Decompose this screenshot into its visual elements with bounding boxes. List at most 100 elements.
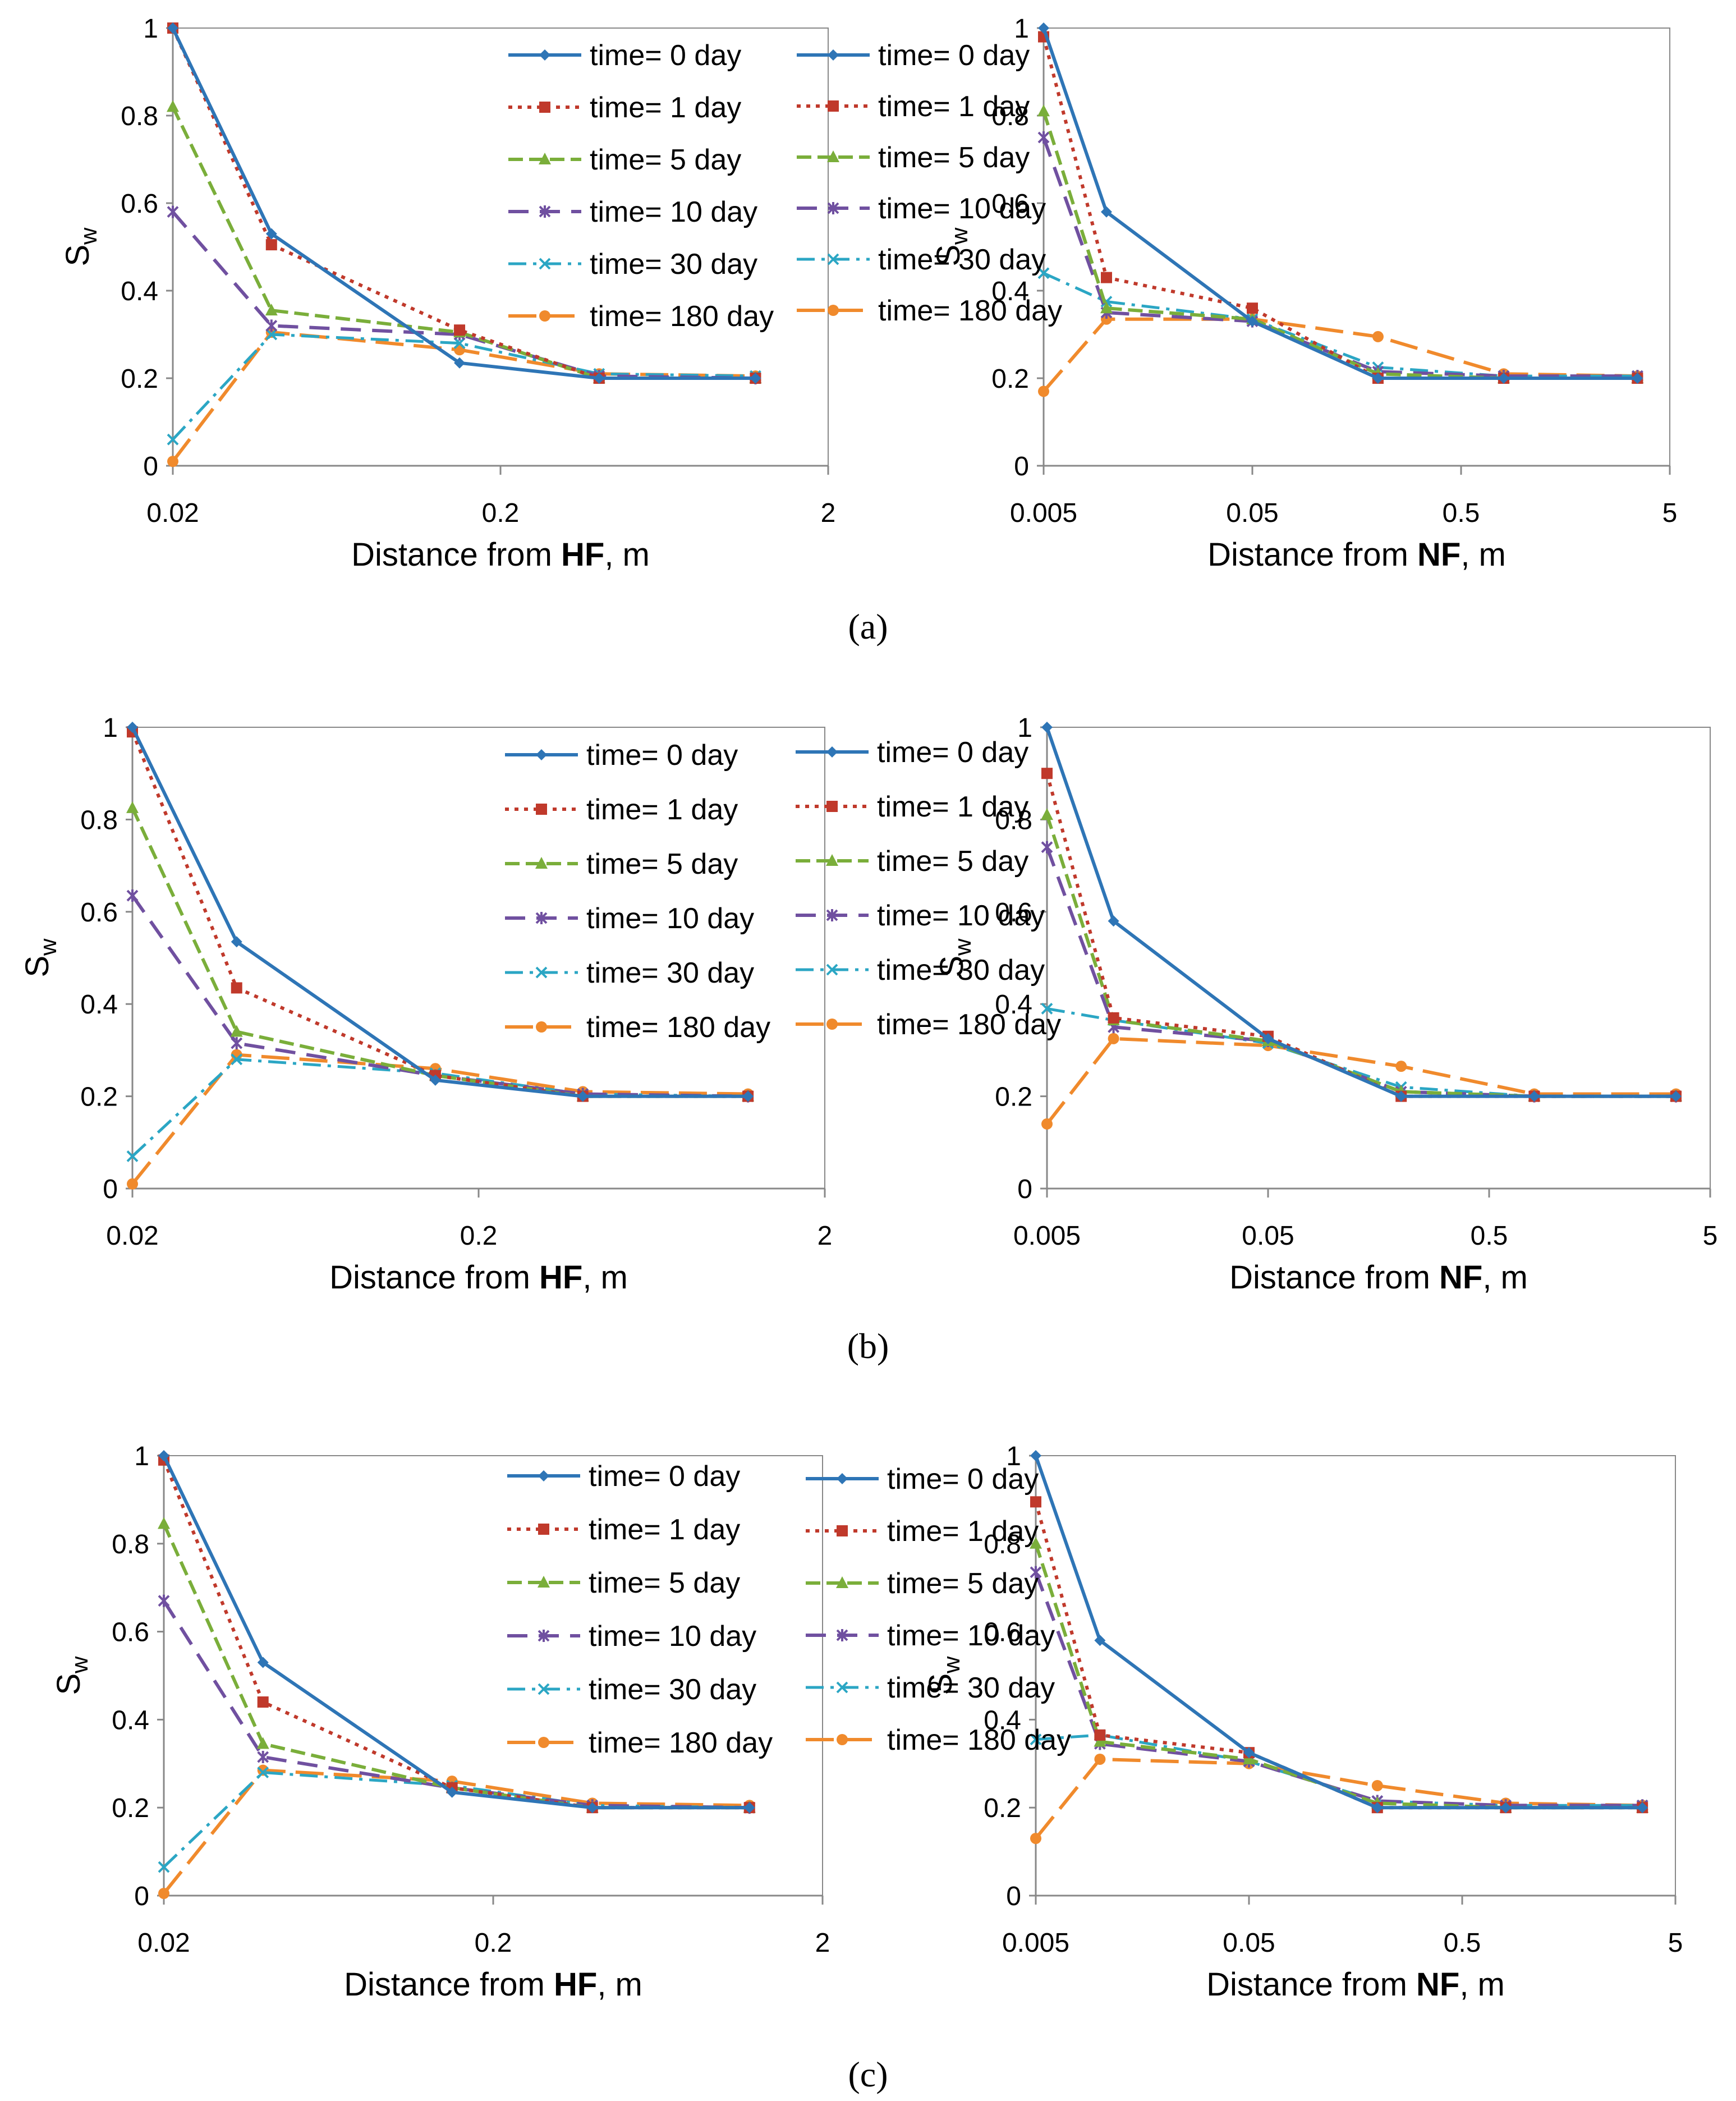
series-line-t1 [1042,36,1638,380]
data-point-t10 [167,205,179,218]
legend-marker-t30 [826,964,838,976]
data-point-t0 [1371,1802,1383,1814]
x-tick-label: 5 [1668,1928,1683,1958]
data-point-t5 [1030,1536,1042,1549]
data-point-t0 [167,22,178,34]
legend-marker-t10 [539,205,551,218]
data-point-t0 [1528,1090,1540,1102]
y-tick-label: 0.8 [984,1530,1021,1559]
x-tick-label: 0.5 [1471,1221,1508,1251]
x-tick-label: 2 [818,1221,833,1251]
series-line-t30 [172,333,756,441]
y-axis-label-sub: w [66,1656,93,1674]
y-tick-label: 0.6 [991,189,1029,219]
legend: time= 0 day time= 1 day time= 5 day time= 1… [507,1460,773,1759]
data-point-t0 [265,228,277,240]
data-point-t5 [256,1737,269,1749]
x-axis-label-suffix: , m [582,1259,628,1296]
legend-label: time= 5 day [590,144,741,176]
data-point-t10 [265,319,278,332]
y-tick-label: 0.4 [991,277,1029,306]
legend-label: time= 5 day [586,848,738,880]
y-tick-label: 0.2 [984,1793,1021,1823]
data-point-t180 [127,1178,138,1190]
y-axis-label-main: S [930,245,967,267]
data-point-t180 [257,1764,269,1776]
legend-label: time= 10 day [877,900,1045,932]
series-line-t30 [1046,1007,1676,1098]
legend-marker-t180 [539,310,550,322]
data-point-t180 [1372,331,1384,342]
series-line-t10 [1034,1571,1643,1808]
data-point-t30 [453,337,466,350]
legend-label: time= 1 day [887,1515,1039,1548]
x-tick-label: 2 [815,1928,830,1958]
legend-label: time= 0 day [590,39,741,72]
y-axis-label: Sw [50,1656,93,1695]
y-tick-label: 0.8 [112,1530,149,1559]
y-tick-label: 0 [143,452,158,481]
y-tick-label: 1 [1006,1442,1021,1471]
legend-marker-t1 [828,100,839,112]
y-tick-label: 0 [134,1882,149,1911]
legend-label: time= 1 day [878,90,1030,123]
series-group [167,22,762,467]
data-point-t30 [126,1150,139,1162]
series-line-t0 [1045,727,1676,1098]
data-point-t5 [1243,1752,1255,1764]
legend-marker-t1 [536,804,547,815]
data-point-t180 [1108,1033,1119,1044]
data-point-t0 [454,357,466,369]
x-tick-label: 5 [1662,498,1678,528]
legend-label: time= 10 day [878,192,1046,225]
legend-label: time= 10 day [590,196,757,228]
y-axis-label: Sw [934,938,976,978]
y-tick-label: 1 [134,1442,149,1471]
legend-marker-t1 [538,1524,549,1535]
data-point-t10 [1030,1566,1042,1579]
legend-label: time= 30 day [589,1673,756,1706]
y-axis-label-main: S [59,245,96,267]
chart-a-hf: 0 0.2 0.4 0.6 0.8 1 0.02 0.2 2 Distance from HF, … [59,14,835,573]
y-tick-label: 1 [143,14,158,44]
y-axis-label: Sw [922,1656,965,1695]
data-point-t0 [1100,206,1112,218]
data-point-t5 [1041,808,1053,820]
x-axis-label-suffix: , m [1482,1259,1528,1296]
legend-marker-t1 [826,801,838,812]
legend-label: time= 5 day [877,845,1028,878]
data-point-t0 [1094,1635,1106,1646]
data-point-t0 [593,373,605,384]
y-tick-label: 0.4 [112,1705,149,1735]
x-axis-label-bold: HF [554,1966,597,2003]
x-axis-label: Distance from NF, m [1229,1259,1528,1296]
legend-marker-t30 [836,1681,848,1694]
series-line-t180 [1034,1757,1643,1839]
plot-frame [1035,1455,1676,1896]
y-tick-label: 0 [103,1175,118,1204]
data-point-t0 [750,373,761,384]
data-point-t10 [1037,131,1050,144]
data-point-t5 [1037,104,1050,117]
legend-label: time= 30 day [878,244,1046,276]
x-axis-label-prefix: Distance from [329,1259,539,1296]
x-tick-label: 0.005 [1002,1928,1069,1958]
legend-label: time= 30 day [590,248,757,281]
data-point-t1 [1094,1729,1106,1741]
data-point-t0 [743,1802,755,1814]
legend-label: time= 180 day [586,1011,770,1044]
data-point-t10 [158,1594,170,1607]
data-point-t0 [1632,373,1643,384]
x-axis-label: Distance from NF, m [1206,1966,1505,2003]
series-group [1030,1450,1649,1845]
data-point-t30 [158,1861,170,1873]
legend-label: time= 30 day [887,1672,1055,1704]
x-tick-label: 0.2 [482,498,520,528]
y-tick-label: 0.4 [995,990,1032,1020]
data-point-t0 [1108,915,1119,927]
x-tick-label: 0.02 [137,1928,190,1958]
data-point-t0 [1670,1090,1682,1102]
series-line-t5 [1045,814,1676,1098]
legend-marker-t5 [538,1576,550,1588]
